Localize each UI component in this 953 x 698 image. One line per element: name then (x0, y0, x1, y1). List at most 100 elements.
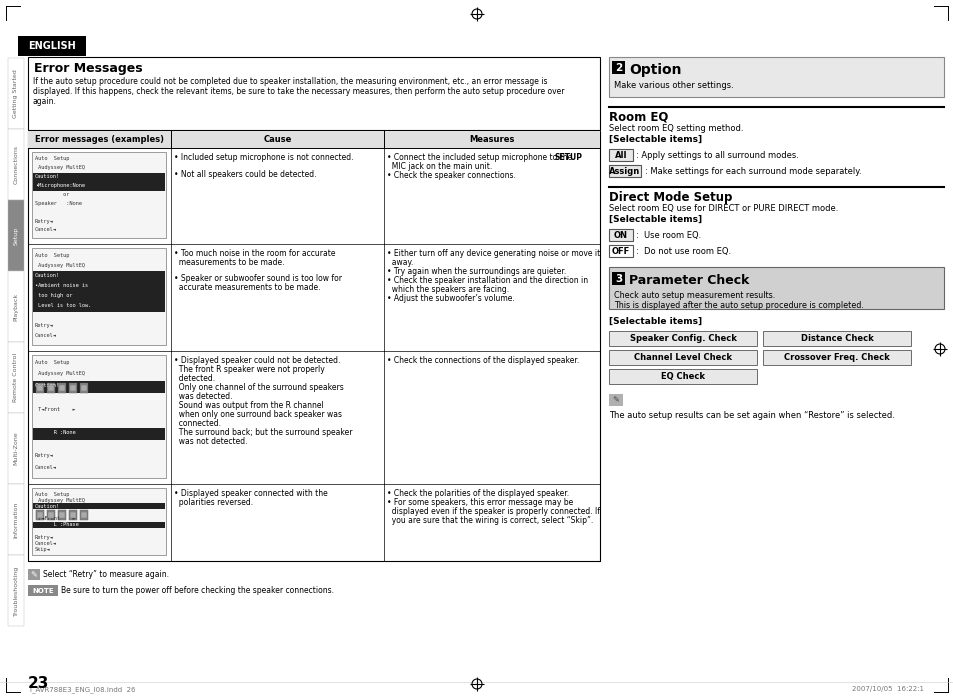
Text: I_AVR788E3_ENG_I08.indd  26: I_AVR788E3_ENG_I08.indd 26 (30, 686, 135, 692)
Text: Crossover Freq. Check: Crossover Freq. Check (783, 353, 889, 362)
Bar (28, 585, 58, 596)
Text: connected.: connected. (173, 419, 221, 428)
Text: Room EQ: Room EQ (608, 111, 668, 124)
Bar (69, 510, 77, 520)
Text: • Try again when the surroundings are quieter.: • Try again when the surroundings are qu… (387, 267, 566, 276)
Text: polarities reversed.: polarities reversed. (173, 498, 253, 507)
Text: Select room EQ use for DIRECT or PURE DIRECT mode.: Select room EQ use for DIRECT or PURE DI… (608, 204, 838, 213)
Text: Audyssey MultEQ: Audyssey MultEQ (35, 498, 85, 503)
Text: Cancel◄: Cancel◄ (35, 228, 57, 232)
Text: Parameter Check: Parameter Check (628, 274, 749, 287)
Bar (33, 503, 165, 510)
Text: L :Phase: L :Phase (35, 522, 79, 528)
Text: : Make settings for each surround mode separately.: : Make settings for each surround mode s… (644, 167, 861, 176)
Bar (28, 569, 40, 580)
Text: MIC jack on the main unit.: MIC jack on the main unit. (387, 162, 492, 171)
Text: • Displayed speaker could not be detected.: • Displayed speaker could not be detecte… (173, 356, 340, 365)
Text: Audyssey MultEQ: Audyssey MultEQ (35, 165, 85, 170)
Bar (37, 385, 43, 391)
Bar (608, 245, 633, 257)
Bar (8, 413, 24, 484)
Text: • Too much noise in the room for accurate: • Too much noise in the room for accurat… (173, 249, 335, 258)
Text: The auto setup results can be set again when “Restore” is selected.: The auto setup results can be set again … (608, 411, 894, 420)
Bar (32, 488, 166, 555)
Bar (81, 385, 87, 391)
Text: Error messages (examples): Error messages (examples) (35, 135, 164, 144)
Text: Setup: Setup (13, 226, 18, 244)
Text: • Not all speakers could be detected.: • Not all speakers could be detected. (173, 170, 316, 179)
Text: too high or: too high or (35, 293, 72, 298)
Text: Audyssey MultEQ: Audyssey MultEQ (35, 262, 85, 267)
Bar (762, 350, 910, 365)
Text: • Check the speaker connections.: • Check the speaker connections. (387, 171, 516, 180)
Text: T◄Front    ►: T◄Front ► (35, 517, 75, 521)
Bar (33, 381, 165, 393)
Text: again.: again. (33, 97, 57, 106)
Text: Caution!: Caution! (35, 383, 60, 388)
Bar (69, 383, 77, 393)
Bar (32, 152, 166, 238)
Text: T◄Front    ►: T◄Front ► (35, 406, 75, 412)
Text: away.: away. (387, 258, 413, 267)
Text: 2: 2 (615, 63, 621, 73)
Text: Cancel◄: Cancel◄ (35, 334, 57, 339)
Text: when only one surround back speaker was: when only one surround back speaker was (173, 410, 341, 419)
Bar (8, 271, 24, 342)
Bar (32, 248, 166, 345)
Text: [Selectable items]: [Selectable items] (608, 135, 701, 144)
Bar (18, 36, 86, 56)
Text: Cancel◄: Cancel◄ (35, 541, 57, 546)
Text: measurements to be made.: measurements to be made. (173, 258, 284, 267)
Text: •Ambient noise is: •Ambient noise is (35, 283, 88, 288)
Bar (32, 355, 166, 478)
Bar (48, 385, 54, 391)
Text: If the auto setup procedure could not be completed due to speaker installation, : If the auto setup procedure could not be… (33, 77, 547, 86)
Text: detected.: detected. (173, 374, 214, 383)
Text: Distance Check: Distance Check (800, 334, 872, 343)
Text: Troubleshooting: Troubleshooting (13, 565, 18, 616)
Bar (58, 383, 66, 393)
Text: Multi-Zone: Multi-Zone (13, 431, 18, 466)
Text: Select room EQ setting method.: Select room EQ setting method. (608, 124, 742, 133)
Text: All: All (614, 151, 626, 160)
Bar (608, 267, 943, 309)
Bar (47, 510, 55, 520)
Text: Retry◄: Retry◄ (35, 454, 53, 459)
Bar (608, 369, 757, 384)
Text: ENGLISH: ENGLISH (28, 41, 76, 51)
Text: displayed. If this happens, check the relevant items, be sure to take the necess: displayed. If this happens, check the re… (33, 87, 564, 96)
Bar (8, 342, 24, 413)
Text: Cause: Cause (263, 135, 292, 144)
Bar (80, 510, 88, 520)
Bar (70, 385, 76, 391)
Text: Error Messages: Error Messages (34, 62, 143, 75)
Text: NOTE: NOTE (32, 588, 53, 594)
Text: Caution!: Caution! (35, 273, 60, 278)
Bar (70, 512, 76, 518)
Text: Skip◄: Skip◄ (35, 547, 51, 552)
Text: which the speakers are facing.: which the speakers are facing. (387, 285, 509, 294)
Text: • Check the speaker installation and the direction in: • Check the speaker installation and the… (387, 276, 587, 285)
Text: Auto  Setup: Auto Setup (35, 492, 70, 497)
Text: • Included setup microphone is not connected.: • Included setup microphone is not conne… (173, 153, 354, 162)
Text: [Selectable items]: [Selectable items] (608, 317, 701, 326)
Bar (58, 510, 66, 520)
Text: was detected.: was detected. (173, 392, 233, 401)
Text: Channel Level Check: Channel Level Check (634, 353, 731, 362)
Text: Make various other settings.: Make various other settings. (614, 81, 733, 90)
Bar (28, 57, 599, 130)
Text: R :None: R :None (35, 430, 75, 435)
Bar (8, 129, 24, 200)
Text: displayed even if the speaker is properly connected. If: displayed even if the speaker is properl… (387, 507, 599, 516)
Text: •Microphone:None: •Microphone:None (35, 183, 85, 188)
Bar (59, 512, 65, 518)
Bar (36, 383, 44, 393)
Bar (59, 385, 65, 391)
Text: SETUP: SETUP (555, 153, 582, 162)
Bar (8, 200, 24, 271)
Bar (608, 229, 633, 241)
Text: • Check the connections of the displayed speaker.: • Check the connections of the displayed… (387, 356, 578, 365)
Text: • Check the polarities of the displayed speaker.: • Check the polarities of the displayed … (387, 489, 569, 498)
Bar (33, 272, 165, 281)
Bar (608, 149, 633, 161)
